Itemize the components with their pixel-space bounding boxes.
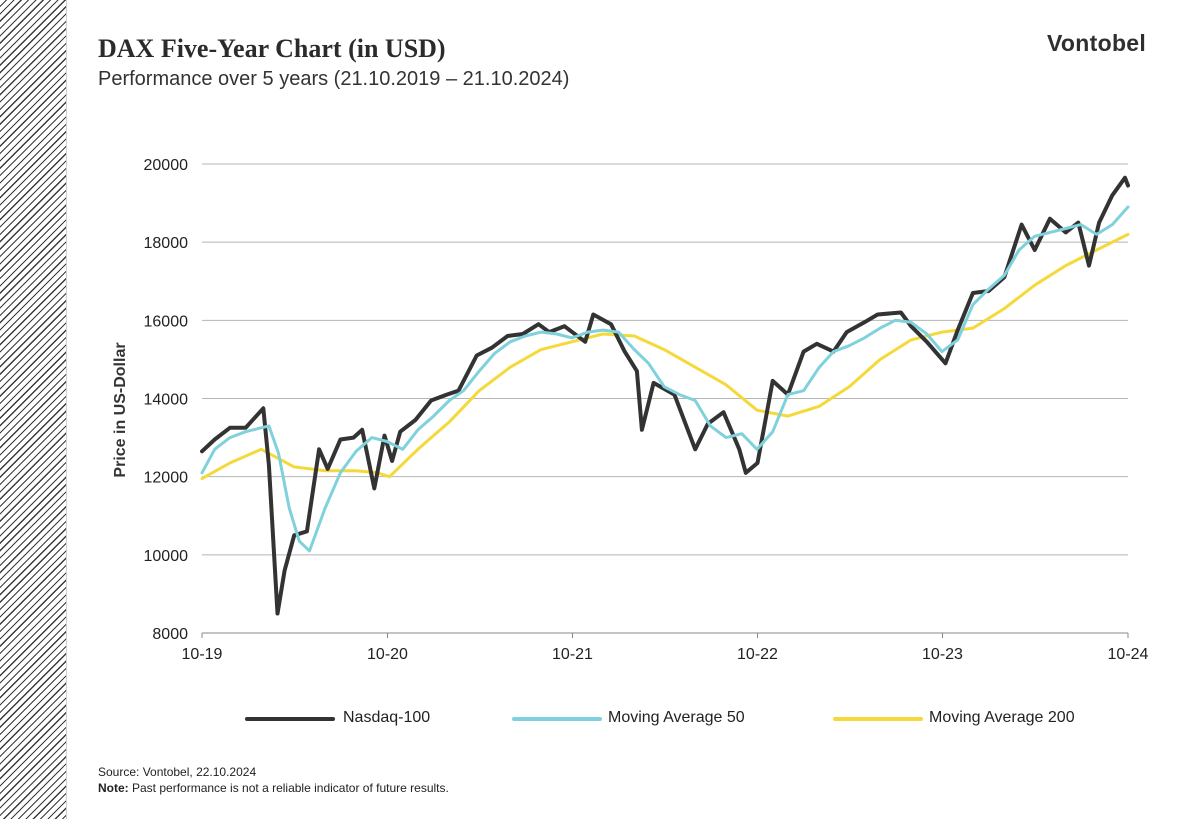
legend-item-ma200: Moving Average 200: [833, 707, 1103, 729]
y-tick-label: 12000: [144, 470, 189, 487]
series-line-nasdaq: [200, 175, 1130, 616]
x-axis-ticks: 10-19 10-20 10-21 10-22 10-23 10-24: [182, 633, 1149, 663]
grid-lines: [202, 163, 1128, 634]
disclaimer-note: Note: Past performance is not a reliable…: [98, 781, 449, 795]
chart-title: DAX Five-Year Chart (in USD): [98, 34, 446, 63]
y-tick-label: 10000: [144, 548, 189, 565]
x-tick-label: 10-21: [552, 646, 593, 663]
series-line-ma50: [200, 205, 1130, 553]
x-tick-label: 10-23: [922, 646, 963, 663]
note-label: Note:: [98, 781, 129, 795]
y-axis-ticks: 8000 10000 12000 14000 16000 18000 20000: [144, 157, 189, 643]
y-tick-label: 16000: [144, 313, 189, 330]
series-lines: [200, 175, 1130, 616]
legend-swatch-ma50: [512, 717, 602, 721]
legend-item-nasdaq: Nasdaq-100: [245, 707, 445, 729]
hatch-decoration: [0, 0, 67, 819]
y-tick-label: 20000: [144, 157, 189, 174]
y-tick-label: 8000: [152, 626, 188, 643]
x-tick-label: 10-20: [367, 646, 408, 663]
chart-subtitle: Performance over 5 years (21.10.2019 – 2…: [98, 68, 570, 90]
x-tick-label: 10-24: [1108, 646, 1149, 663]
note-text: Past performance is not a reliable indic…: [128, 781, 449, 795]
y-tick-label: 14000: [144, 392, 189, 409]
legend-label-ma200: Moving Average 200: [929, 709, 1075, 726]
brand-logo: Vontobel: [1047, 30, 1147, 56]
series-line-ma200: [200, 232, 1130, 481]
source-note: Source: Vontobel, 22.10.2024: [98, 765, 257, 779]
legend-swatch-ma200: [833, 717, 923, 721]
legend-label-ma50: Moving Average 50: [608, 709, 745, 726]
legend-item-ma50: Moving Average 50: [512, 707, 772, 729]
x-tick-label: 10-22: [737, 646, 778, 663]
legend-swatch-nasdaq: [245, 717, 335, 721]
y-tick-label: 18000: [144, 235, 189, 252]
y-axis-label: Price in US-Dollar: [112, 342, 129, 477]
x-tick-label: 10-19: [182, 646, 223, 663]
legend-label-nasdaq: Nasdaq-100: [343, 709, 431, 726]
